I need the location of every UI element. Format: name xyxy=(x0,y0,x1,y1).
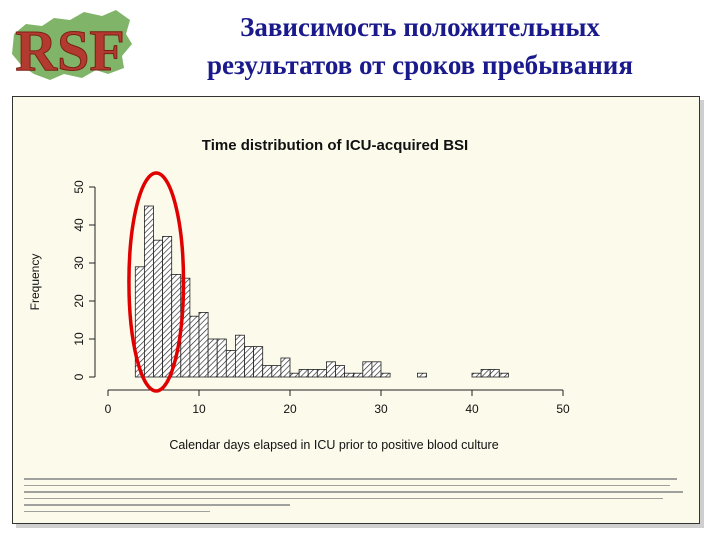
histogram-bar xyxy=(371,361,382,378)
histogram-bar xyxy=(162,235,173,378)
slide-title-line-1: Зависимость положительных xyxy=(240,12,600,42)
x-tick-label: 10 xyxy=(192,402,206,416)
histogram-bar xyxy=(189,315,200,378)
x-tick-label: 40 xyxy=(465,402,479,416)
histogram-bar xyxy=(271,365,282,378)
histogram-bar xyxy=(325,361,336,378)
histogram-bar xyxy=(335,365,346,378)
histogram-bar xyxy=(143,205,154,378)
slide-title-line-2: результатов от сроков пребывания xyxy=(207,50,633,80)
y-tick-label: 30 xyxy=(72,256,86,270)
y-tick-label: 50 xyxy=(72,180,86,194)
map-silhouette-icon xyxy=(12,10,132,80)
histogram-bar xyxy=(198,311,209,378)
histogram-bar xyxy=(289,372,300,378)
chart-title: Time distribution of ICU-acquired BSI xyxy=(202,137,468,154)
histogram-bar xyxy=(262,365,273,378)
histogram-bar xyxy=(316,368,327,378)
x-tick-label: 50 xyxy=(556,402,570,416)
histogram-bar xyxy=(207,338,218,378)
histogram-bar xyxy=(489,368,500,378)
y-tick-label: 20 xyxy=(72,294,86,308)
histogram-bar xyxy=(153,239,163,378)
histogram-bar xyxy=(244,346,254,378)
x-axis-label: Calendar days elapsed in ICU prior to po… xyxy=(169,438,498,452)
figure-panel xyxy=(12,96,700,524)
histogram-bar xyxy=(307,368,318,378)
slide-title: Зависимость положительных результатов от… xyxy=(140,8,700,84)
histogram-bar xyxy=(362,361,373,378)
histogram-bar xyxy=(234,334,245,378)
x-tick-label: 0 xyxy=(105,402,112,416)
histogram-bar xyxy=(480,368,491,378)
rsf-logo: RSF xyxy=(12,10,132,84)
figure-caption xyxy=(24,478,690,518)
histogram-bar xyxy=(416,372,427,378)
histogram-bar xyxy=(298,368,309,378)
y-axis-label: Frequency xyxy=(28,254,42,311)
histogram-bar xyxy=(280,357,291,378)
x-tick-label: 20 xyxy=(283,402,297,416)
histogram-bar xyxy=(380,372,391,378)
logo-lettering: RSF xyxy=(15,18,125,83)
histogram-bar xyxy=(216,338,227,378)
histogram-bar xyxy=(498,372,509,378)
highlight-ellipse xyxy=(127,171,186,393)
histogram-chart: Time distribution of ICU-acquired BSI Fr… xyxy=(28,137,570,452)
histogram-bar xyxy=(471,372,482,378)
histogram-bar xyxy=(344,372,355,378)
y-tick-label: 0 xyxy=(72,373,86,380)
y-tick-label: 10 xyxy=(72,332,86,346)
x-tick-label: 30 xyxy=(374,402,388,416)
histogram-bar xyxy=(225,349,236,378)
y-tick-label: 40 xyxy=(72,218,86,232)
histogram-bar xyxy=(253,346,264,378)
histogram-bar xyxy=(353,372,364,378)
